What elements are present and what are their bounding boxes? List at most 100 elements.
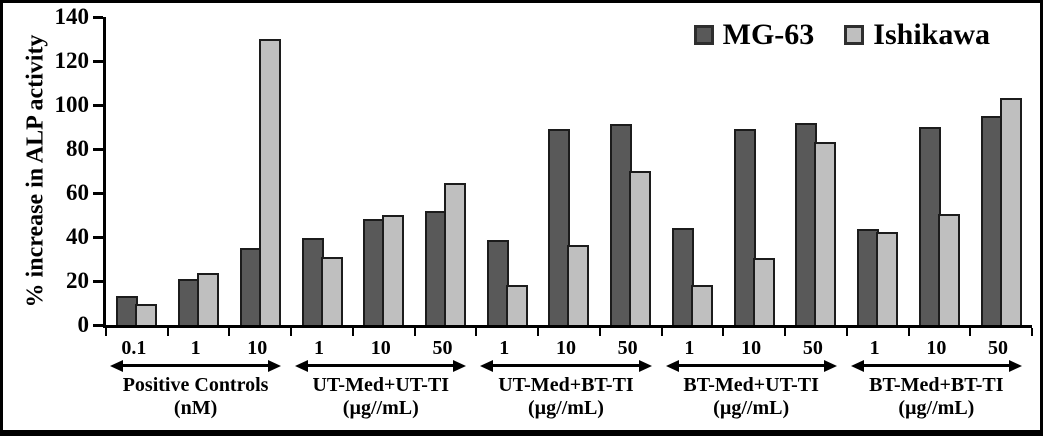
bar-ishikawa [197,273,220,325]
bar-ishikawa [382,215,405,325]
group-name: Positive Controls [122,374,269,396]
group-unit: (µg//mL) [342,397,419,419]
dose-labels: 0.1 1 10 [103,337,288,359]
x-tick-label: 0.1 [121,337,147,359]
legend-swatch-icon [693,25,714,45]
x-tick-mark [413,328,416,336]
y-tick-label: 60 [66,180,89,205]
dose-labels: 1 10 50 [659,337,844,359]
x-tick-mark [907,328,910,336]
category-slot [600,17,662,325]
y-tick-label: 20 [66,268,89,293]
group-axis-block: 1 10 50 UT-Med+BT-TI (µg//mL) [473,337,658,420]
group-axis-block: 1 10 50 BT-Med+UT-TI (µg//mL) [659,337,844,420]
x-tick-label: 50 [432,337,453,359]
y-tick-label: 100 [54,92,90,117]
category-slot [229,17,291,325]
category-slot [908,17,970,325]
category-slot [168,17,230,325]
arrow-shaft [123,364,269,367]
x-tick-mark [475,328,478,336]
group-name: BT-Med+UT-TI [683,374,819,396]
group-range-arrow-icon [665,359,837,372]
legend-item: Ishikawa [844,19,990,51]
group-axis-block: 1 10 50 BT-Med+BT-TI (µg//mL) [844,337,1029,420]
bar-group [106,17,291,325]
x-tick-mark [722,328,725,336]
arrow-shaft [308,364,454,367]
y-tick-mark [93,280,103,283]
bar-ishikawa [135,304,158,325]
arrowhead-right-icon [1008,359,1022,372]
legend-label: MG-63 [722,18,815,51]
dose-labels: 1 10 50 [473,337,658,359]
category-slot [353,17,415,325]
bar-group [476,17,661,325]
group-range-arrow-icon [480,359,652,372]
x-tick-mark [105,328,107,336]
x-tick-label: 10 [741,337,762,359]
x-tick-mark [351,328,354,336]
category-slot [291,17,353,325]
x-tick-mark [537,328,540,336]
arrow-shaft [493,364,639,367]
arrow-shaft [678,364,824,367]
bar-mg-63 [671,228,694,325]
x-tick-label: 50 [802,337,823,359]
x-tick-mark [598,328,601,336]
arrow-shaft [863,364,1009,367]
arrowhead-right-icon [453,359,467,372]
bar-mg-63 [548,129,571,325]
group-unit: (µg//mL) [527,397,604,419]
y-tick-mark [93,104,103,107]
y-tick-mark [93,192,103,195]
x-axis-groups: 0.1 1 10 Positive Controls (nM) 1 10 50 UT-Med+U… [103,337,1029,420]
x-tick-mark [784,328,787,336]
bar-ishikawa [999,98,1022,325]
x-tick-label: 1 [499,337,510,359]
bar-ishikawa [567,244,590,325]
legend-swatch-icon [844,25,865,45]
group-name: UT-Med+BT-TI [498,374,634,396]
y-tick-label: 140 [54,4,90,29]
legend-item: MG-63 [693,18,815,51]
y-axis-title: % increase in ALP activity [22,34,49,308]
x-tick-mark [660,328,663,336]
group-unit: (nM) [173,397,218,419]
arrowhead-right-icon [823,359,837,372]
y-tick-label: 80 [66,136,89,161]
group-axis-block: 0.1 1 10 Positive Controls (nM) [103,337,288,420]
y-tick-mark [93,60,103,63]
legend-label: Ishikawa [873,18,990,51]
arrowhead-right-icon [268,359,282,372]
bar-group [847,17,1032,325]
y-tick-label: 120 [54,48,90,73]
x-tick-label: 50 [617,337,638,359]
bar-mg-63 [733,129,756,325]
group-range-arrow-icon [850,359,1022,372]
x-tick-mark [1031,328,1033,336]
x-tick-label: 10 [555,337,576,359]
arrowhead-right-icon [638,359,652,372]
category-slot [476,17,538,325]
bar-ishikawa [937,213,960,325]
bar-ishikawa [629,171,652,325]
arrowhead-left-icon [665,359,679,372]
group-name: UT-Med+UT-TI [312,374,450,396]
category-slot [723,17,785,325]
y-tick-label: 0 [77,312,90,337]
group-unit: (µg//mL) [713,397,790,419]
x-tick-label: 10 [370,337,391,359]
bar-ishikawa [320,256,343,325]
group-axis-block: 1 10 50 UT-Med+UT-TI (µg//mL) [288,337,473,420]
bar-ishikawa [814,142,837,325]
category-slot [785,17,847,325]
plot-area [103,17,1033,336]
group-range-arrow-icon [295,359,467,372]
group-name: BT-Med+BT-TI [869,374,1004,396]
x-tick-mark [290,328,293,336]
bar-ishikawa [505,285,528,325]
group-range-arrow-icon [110,359,282,372]
x-tick-label: 50 [988,337,1009,359]
